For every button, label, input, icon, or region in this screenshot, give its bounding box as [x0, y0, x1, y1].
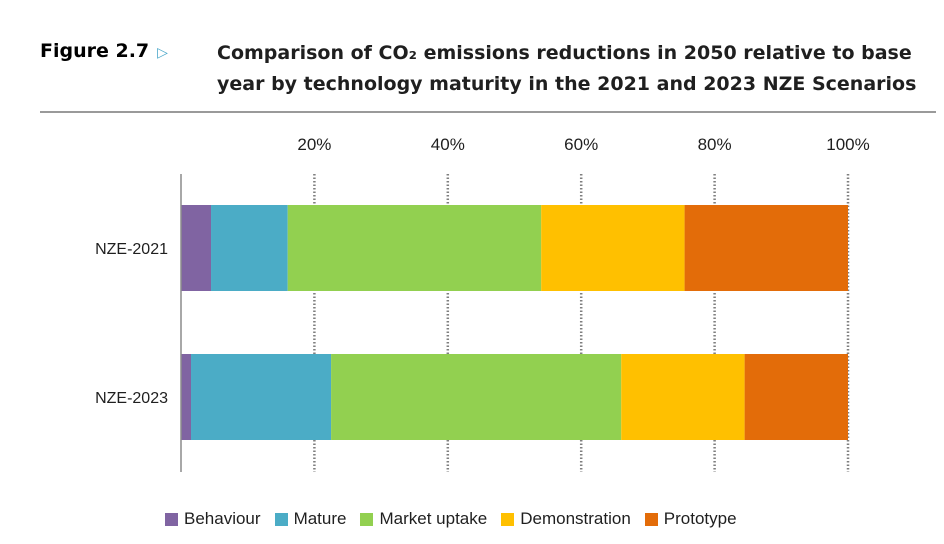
legend-swatch [360, 512, 374, 526]
legend-swatch [165, 512, 178, 526]
legend-swatch [274, 512, 288, 526]
legend-label: Behaviour [184, 509, 261, 528]
legend-item: Demonstration [501, 509, 631, 529]
bar-segment [331, 354, 622, 440]
figure-label: Figure 2.7 ▷ [40, 40, 168, 62]
chart-legend: Behaviour Mature Market uptake Demonstratio… [165, 508, 751, 530]
bar-segment [541, 205, 685, 291]
legend-item: Behaviour [165, 509, 261, 529]
play-arrow-icon: ▷ [157, 45, 168, 61]
x-tick-label: 20% [297, 135, 331, 154]
bar-segment [191, 354, 332, 440]
bar-segment [621, 354, 745, 440]
figure-title: Comparison of CO₂ emissions reductions i… [217, 42, 917, 95]
legend-label: Mature [293, 509, 347, 528]
bar-segment [181, 354, 192, 440]
legend-swatch [501, 512, 515, 526]
legend-item: Prototype [644, 509, 737, 529]
title-divider [40, 111, 936, 113]
legend-label: Market uptake [379, 509, 488, 528]
x-tick-label: 80% [698, 135, 732, 154]
legend-label: Prototype [663, 509, 737, 528]
legend-swatch [644, 512, 658, 526]
legend-item: Mature [274, 509, 347, 529]
figure-number: Figure 2.7 [40, 40, 150, 62]
x-tick-label: 60% [564, 135, 598, 154]
bar-segment [287, 205, 542, 291]
legend-item: Market uptake [360, 509, 487, 529]
x-tick-label: 40% [431, 135, 465, 154]
bar-segment [684, 205, 848, 291]
legend-label: Demonstration [520, 509, 631, 528]
stacked-bar-chart: 20% 40% 60% 80% 100% NZE-2021 NZE-2023 [95, 135, 870, 472]
x-tick-label: 100% [826, 135, 869, 154]
bar-segment [181, 205, 212, 291]
bar-segment [211, 205, 288, 291]
bar-segment [744, 354, 848, 440]
category-label: NZE-2023 [95, 390, 168, 407]
category-label: NZE-2021 [95, 241, 168, 258]
